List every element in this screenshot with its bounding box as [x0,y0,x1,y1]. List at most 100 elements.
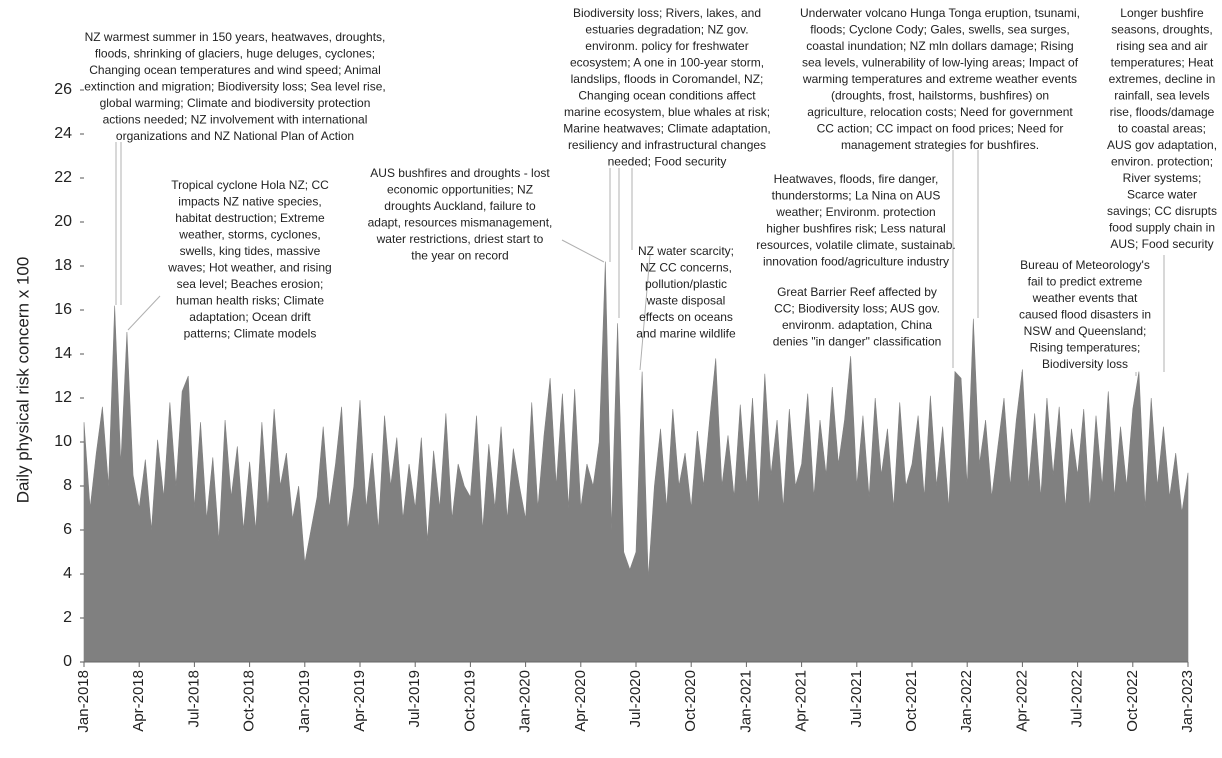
x-tick-label: Jan-2018 [75,670,92,733]
annotation-line: extinction and migration; Biodiversity l… [84,80,385,94]
x-tick-label: Oct-2018 [241,670,258,732]
y-tick-label: 0 [63,653,72,670]
annotation-line: Great Barrier Reef affected by [777,285,937,299]
x-tick-label: Apr-2018 [130,670,147,732]
annotation-line: weather, storms, cyclones, [178,228,320,242]
annotation-line: effects on oceans [639,310,733,324]
annotation-line: adapt, resources mismanagement, [368,216,553,230]
annotation-line: Tropical cyclone Hola NZ; CC [171,178,329,192]
annotation-line: rise, floods/damage [1110,105,1215,119]
annotation-line: sea levels, vulnerability of low-lying a… [802,56,1079,70]
annotation-line: Scarce water [1127,188,1197,202]
annotation-line: and marine wildlife [636,327,736,341]
y-tick-label: 12 [54,389,72,406]
annotation-line: savings; CC disrupts [1107,204,1217,218]
annotation-line: waves; Hot weather, and rising [167,261,331,275]
x-tick-label: Jul-2021 [848,670,865,728]
annotation-line: organizations and NZ National Plan of Ac… [116,129,354,143]
x-tick-label: Jul-2018 [185,670,202,728]
annotation-line: Marine heatwaves; Climate adaptation, [563,122,770,136]
annotation-line: droughts Auckland, failure to [384,199,536,213]
area [83,261,1189,663]
annotation-line: Biodiversity loss; Rivers, lakes, and [573,6,761,20]
annotation-line: resources, volatile climate, sustainab. [756,238,955,252]
annotation-line: patterns; Climate models [184,327,317,341]
annotation-line: Changing ocean conditions affect [578,89,756,103]
annotation-line: coastal inundation; NZ mln dollars damag… [806,39,1073,53]
leader-line [561,239,605,263]
annotation-line: NZ water scarcity; [638,244,734,258]
x-tick-label: Jan-2023 [1179,670,1196,733]
annotation-line: CC; Biodiversity loss; AUS gov. [774,302,940,316]
x-tick-label: Jul-2019 [406,670,423,728]
x-tick-label: Jan-2022 [958,670,975,733]
annotation-line: global warming; Climate and biodiversity… [100,96,371,110]
y-tick-label: 24 [54,125,72,142]
annotation-line: Heatwaves, floods, fire danger, [774,172,939,186]
annotation-line: rising sea and air [1116,39,1207,53]
annotation-line: food supply chain in [1109,221,1215,235]
annotation-line: needed; Food security [608,155,727,169]
annotation-line: swells, king tides, massive [180,244,321,258]
annotation-line: economic opportunities; NZ [387,183,533,197]
x-tick-label: Apr-2021 [793,670,810,732]
annotation-line: NSW and Queensland; [1024,324,1147,338]
y-tick-label: 16 [54,301,72,318]
annotation-line: floods; Cyclone Cody; Gales, swells, sea… [810,23,1069,37]
y-tick-label: 18 [54,257,72,274]
annotation-line: pollution/plastic [645,277,727,291]
x-tick-label: Oct-2020 [682,670,699,732]
annotation-line: (droughts, frost, hailstorms, bushfires)… [831,89,1049,103]
annotation-line: water restrictions, driest start to [376,232,544,246]
annotation-line: warming temperatures and extreme weather… [802,72,1077,86]
annotation-line: AUS bushfires and droughts - lost [370,166,550,180]
annotation-line: resiliency and infrastructural changes [568,138,766,152]
annotation-line: adaptation; Ocean drift [189,310,311,324]
annotation-line: Longer bushfire [1120,6,1204,20]
annotation-line: environ. protection; [1111,155,1213,169]
annotation-line: the year on record [411,249,508,263]
annotation-line: seasons, droughts, [1111,23,1212,37]
y-tick-label: 26 [54,81,72,98]
x-tick-label: Jul-2022 [1069,670,1086,728]
annotation-line: Changing ocean temperatures and wind spe… [89,63,381,77]
x-tick-label: Oct-2022 [1124,670,1141,732]
x-tick-label: Apr-2022 [1013,670,1030,732]
y-tick-label: 14 [54,345,72,362]
annotation-line: management strategies for bushfires. [841,138,1039,152]
annotation-line: denies "in danger" classification [773,335,942,349]
leader-line [127,295,161,331]
x-tick-label: Apr-2020 [572,670,589,732]
y-tick-label: 10 [54,433,72,450]
x-tick-label: Oct-2021 [903,670,920,732]
annotation-line: caused flood disasters in [1019,308,1151,322]
annotation-line: innovation food/agriculture industry [763,255,949,269]
x-tick-label: Jan-2020 [517,670,534,733]
annotation-line: rainfall, sea levels [1114,89,1209,103]
x-tick-label: Apr-2019 [351,670,368,732]
annotation-line: CC action; CC impact on food prices; Nee… [817,122,1064,136]
y-tick-label: 22 [54,169,72,186]
annotation-line: NZ warmest summer in 150 years, heatwave… [85,30,386,44]
annotation-line: environm. adaptation, China [782,318,932,332]
annotation-line: actions needed; NZ involvement with inte… [103,113,368,127]
annotation-line: habitat destruction; Extreme [175,211,325,225]
annotation-line: impacts NZ native species, [178,195,321,209]
x-tick-label: Jan-2021 [737,670,754,733]
annotation-line: agriculture, relocation costs; Need for … [807,105,1073,119]
annotation-line: to coastal areas; [1118,122,1206,136]
annotation-line: River systems; [1123,171,1202,185]
annotation-line: ecosystem; A one in 100-year storm, [570,56,764,70]
annotation-line: higher bushfires risk; Less natural [766,222,945,236]
annotation-line: AUS gov adaptation, [1107,138,1217,152]
y-tick-label: 6 [63,521,72,538]
y-tick-label: 4 [63,565,72,582]
leader-line [639,254,651,371]
annotation-line: AUS; Food security [1110,237,1213,251]
annotation-line: temperatures; Heat [1111,56,1214,70]
annotation-line: Underwater volcano Hunga Tonga eruption,… [800,6,1080,20]
annotation-line: environm. policy for freshwater [585,39,748,53]
annotation-line: thunderstorms; La Nina on AUS [772,189,941,203]
